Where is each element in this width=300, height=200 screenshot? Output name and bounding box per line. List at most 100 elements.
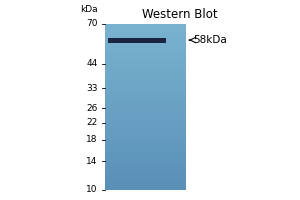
Bar xyxy=(105,92,186,93)
Text: Western Blot: Western Blot xyxy=(142,8,218,21)
Bar xyxy=(105,74,186,75)
Bar xyxy=(105,77,186,78)
Bar xyxy=(105,93,186,94)
Bar xyxy=(105,152,186,153)
Bar xyxy=(105,154,186,155)
Bar xyxy=(105,115,186,116)
Bar xyxy=(105,144,186,145)
Bar xyxy=(105,185,186,186)
Bar xyxy=(105,137,186,138)
Bar xyxy=(105,85,186,86)
Bar xyxy=(105,112,186,113)
Bar xyxy=(105,149,186,150)
Bar xyxy=(105,94,186,95)
Bar xyxy=(105,171,186,172)
Bar xyxy=(105,48,186,49)
Bar xyxy=(105,126,186,127)
Bar xyxy=(105,70,186,71)
Bar xyxy=(105,31,186,32)
Bar xyxy=(105,26,186,27)
Bar xyxy=(105,104,186,105)
Bar xyxy=(105,108,186,109)
Text: 44: 44 xyxy=(86,59,98,68)
Bar xyxy=(105,69,186,70)
Bar xyxy=(105,142,186,143)
Bar xyxy=(105,180,186,181)
Bar xyxy=(105,173,186,174)
Bar xyxy=(105,41,186,42)
Bar xyxy=(105,59,186,60)
Bar xyxy=(105,170,186,171)
Bar xyxy=(105,172,186,173)
Text: 33: 33 xyxy=(86,84,98,93)
Bar xyxy=(105,134,186,135)
Bar xyxy=(105,155,186,156)
Bar xyxy=(105,162,186,163)
Bar xyxy=(105,42,186,43)
Bar xyxy=(105,29,186,30)
Bar xyxy=(105,56,186,57)
Bar xyxy=(105,168,186,169)
Bar xyxy=(105,25,186,26)
Bar xyxy=(105,116,186,117)
Bar xyxy=(105,80,186,81)
Bar xyxy=(105,107,186,108)
Bar xyxy=(105,86,186,87)
Bar xyxy=(105,28,186,29)
Bar xyxy=(105,189,186,190)
Bar xyxy=(105,97,186,98)
Bar xyxy=(105,174,186,175)
Bar xyxy=(105,65,186,66)
Bar xyxy=(105,124,186,125)
Bar xyxy=(105,153,186,154)
Text: 70: 70 xyxy=(86,20,98,28)
Bar xyxy=(105,165,186,166)
Bar xyxy=(105,139,186,140)
Bar xyxy=(105,175,186,176)
Bar xyxy=(105,81,186,82)
Bar xyxy=(105,79,186,80)
Bar xyxy=(105,53,186,54)
Bar xyxy=(105,34,186,35)
Bar xyxy=(105,99,186,100)
Bar xyxy=(105,67,186,68)
Bar xyxy=(105,54,186,55)
Bar xyxy=(105,117,186,118)
Bar xyxy=(105,136,186,137)
Bar xyxy=(105,157,186,158)
Bar xyxy=(105,50,186,51)
Bar xyxy=(105,91,186,92)
Bar xyxy=(105,161,186,162)
Text: 14: 14 xyxy=(86,157,98,166)
Bar xyxy=(105,37,186,38)
Bar xyxy=(105,57,186,58)
Bar xyxy=(105,73,186,74)
Text: 22: 22 xyxy=(86,118,98,127)
Bar xyxy=(105,78,186,79)
Bar xyxy=(105,58,186,59)
Bar xyxy=(105,82,186,83)
Bar xyxy=(105,52,186,53)
Bar xyxy=(105,159,186,160)
Bar xyxy=(105,176,186,177)
Bar xyxy=(105,187,186,188)
Bar xyxy=(105,138,186,139)
Bar xyxy=(105,38,186,39)
Bar xyxy=(105,60,186,61)
Bar xyxy=(105,105,186,106)
Bar xyxy=(105,122,186,123)
Bar xyxy=(105,24,186,25)
Text: 58kDa: 58kDa xyxy=(194,35,227,45)
Bar xyxy=(105,89,186,90)
Bar xyxy=(105,146,186,147)
Bar xyxy=(105,113,186,114)
Bar xyxy=(105,46,186,47)
Bar xyxy=(105,111,186,112)
Bar xyxy=(105,177,186,178)
Bar xyxy=(105,35,186,36)
Bar xyxy=(105,181,186,182)
Bar xyxy=(105,114,186,115)
Bar xyxy=(105,98,186,99)
Bar xyxy=(105,44,186,45)
Bar xyxy=(105,188,186,189)
